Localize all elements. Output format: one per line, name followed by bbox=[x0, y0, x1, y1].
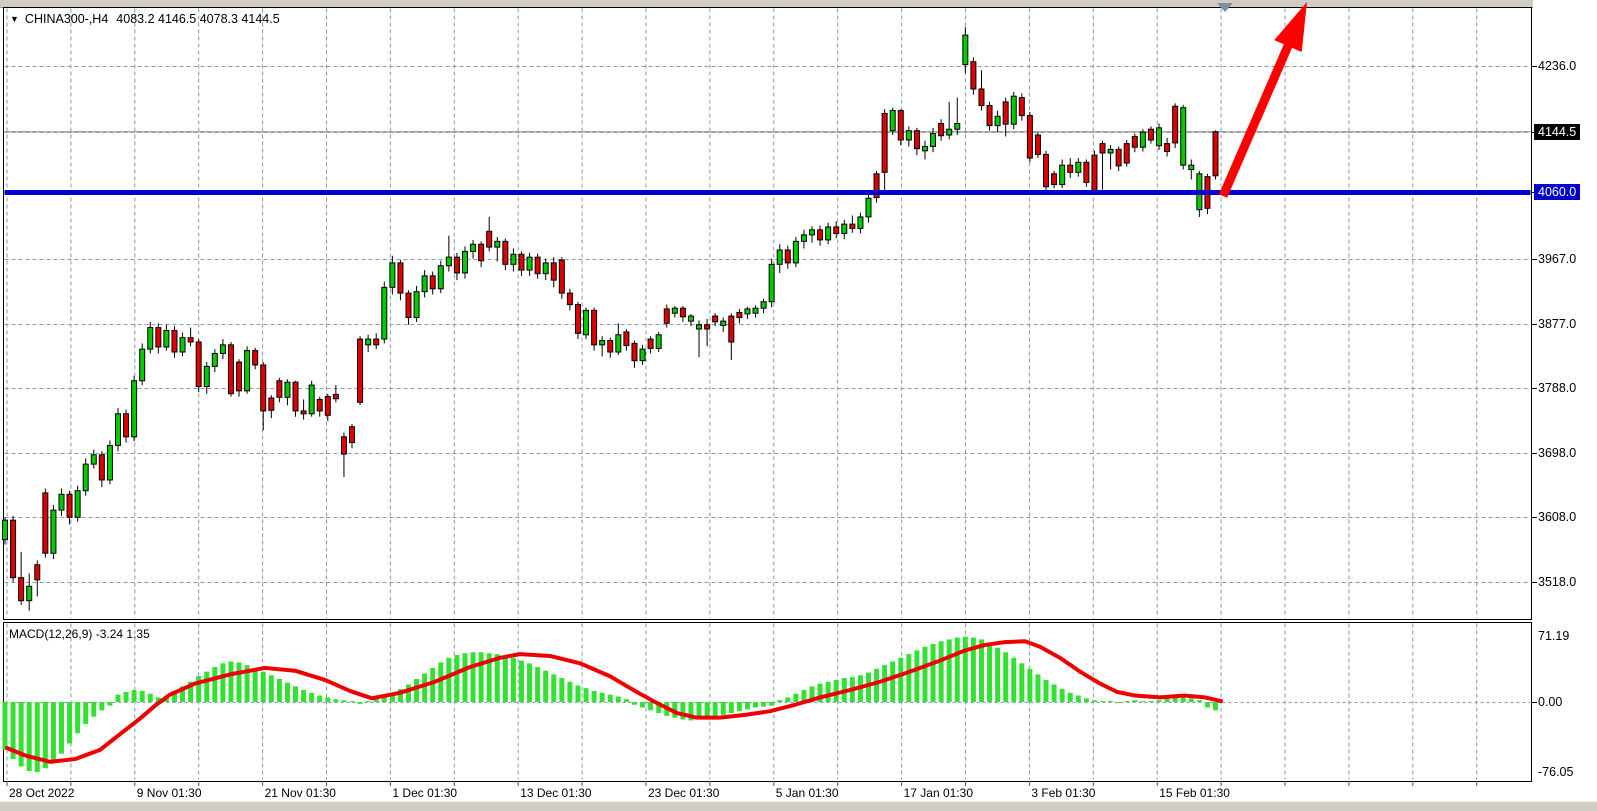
macd-axis-label: 71.19 bbox=[1538, 629, 1570, 644]
price-axis-label: 3788.0 bbox=[1538, 380, 1577, 395]
time-axis-label: 17 Jan 01:30 bbox=[903, 786, 973, 800]
window-bottom-edge bbox=[0, 801, 1597, 811]
time-axis-label: 1 Dec 01:30 bbox=[392, 786, 458, 800]
symbol-dropdown-icon[interactable]: ▼ bbox=[10, 14, 19, 24]
time-axis-label: 15 Feb 01:30 bbox=[1159, 786, 1230, 800]
price-chart-panel[interactable] bbox=[3, 7, 1532, 620]
price-axis-label: 4236.0 bbox=[1538, 59, 1577, 73]
time-axis-label: 9 Nov 01:30 bbox=[136, 786, 202, 800]
macd-indicator-values: -3.24 1.35 bbox=[95, 627, 150, 641]
chart-title: ▼ CHINA300-,H4 4083.2 4146.5 4078.3 4144.5 bbox=[10, 12, 280, 26]
time-axis-label: 23 Dec 01:30 bbox=[648, 786, 720, 800]
price-axis-label: 3967.0 bbox=[1538, 252, 1577, 267]
time-axis-label: 21 Nov 01:30 bbox=[264, 786, 336, 800]
time-axis-label: 28 Oct 2022 bbox=[9, 786, 75, 800]
price-axis-label: 3877.0 bbox=[1538, 316, 1577, 331]
price-axis-label: 3518.0 bbox=[1538, 574, 1577, 589]
price-axis-label: 3608.0 bbox=[1538, 510, 1577, 525]
price-axis-label: 4144.5 bbox=[1534, 123, 1581, 140]
macd-axis-label: -76.05 bbox=[1538, 765, 1574, 779]
price-axis-label: 3698.0 bbox=[1538, 445, 1577, 460]
time-axis-label: 5 Jan 01:30 bbox=[775, 786, 839, 800]
time-axis[interactable] bbox=[3, 783, 1532, 801]
symbol-period-label: CHINA300-,H4 bbox=[24, 12, 109, 26]
macd-indicator-name: MACD(12,26,9) bbox=[9, 627, 93, 641]
macd-label: MACD(12,26,9) -3.24 1.35 bbox=[9, 627, 150, 641]
ohlc-values: 4083.2 4146.5 4078.3 4144.5 bbox=[116, 12, 280, 26]
macd-axis-label: 0.00 bbox=[1538, 695, 1563, 709]
time-axis-label: 13 Dec 01:30 bbox=[520, 786, 592, 800]
price-axis[interactable] bbox=[1533, 0, 1597, 801]
time-axis-label: 3 Feb 01:30 bbox=[1031, 786, 1096, 800]
macd-indicator-panel[interactable] bbox=[3, 622, 1532, 782]
price-axis-label: 4060.0 bbox=[1534, 184, 1581, 201]
